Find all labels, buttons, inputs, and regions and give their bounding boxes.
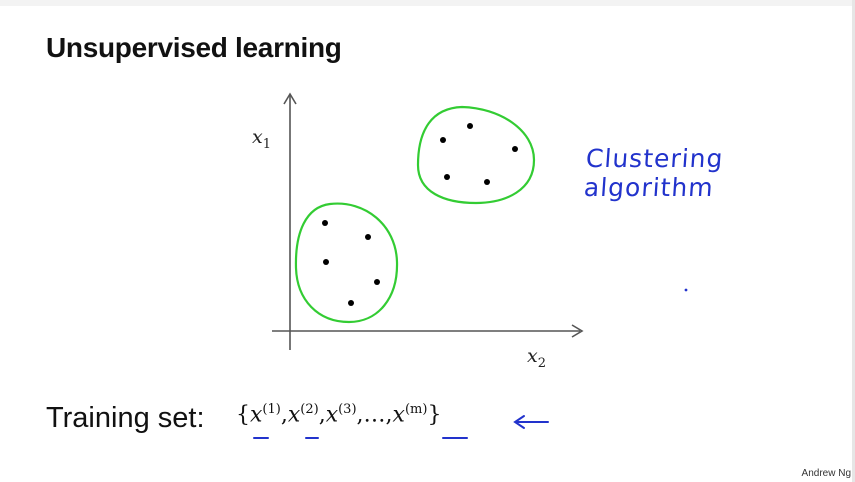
slide-title: Unsupervised learning bbox=[46, 32, 342, 63]
right-border bbox=[852, 0, 855, 482]
comma-2: , bbox=[318, 402, 326, 428]
comma-1: , bbox=[280, 402, 288, 428]
left-arrow-icon bbox=[513, 415, 549, 429]
cluster-outline-lower bbox=[294, 202, 399, 324]
data-point bbox=[467, 123, 473, 129]
data-point bbox=[512, 146, 518, 152]
x2-axis-label: x2 bbox=[527, 345, 546, 371]
x1-subscript: 1 bbox=[262, 136, 271, 152]
x-axis-arrowhead bbox=[571, 324, 584, 338]
x1-var: x bbox=[252, 126, 263, 148]
close-brace: } bbox=[427, 402, 442, 428]
var-xm: x bbox=[392, 402, 405, 428]
sup-m: (m) bbox=[404, 402, 428, 417]
ellipsis: … bbox=[363, 402, 386, 428]
x1-axis-label: x1 bbox=[252, 126, 271, 152]
training-set-expression: {x(1),x(2),x(3),…,x(m)} bbox=[236, 402, 441, 427]
data-points bbox=[322, 123, 518, 306]
data-point bbox=[348, 300, 354, 306]
pen-mark bbox=[684, 288, 688, 292]
clustering-annotation: Clustering algorithm bbox=[582, 144, 725, 202]
sup-1: (1) bbox=[262, 402, 281, 417]
cluster-outline-upper bbox=[416, 105, 536, 205]
author-credit: Andrew Ng bbox=[801, 468, 851, 479]
data-point bbox=[374, 279, 380, 285]
var-x3: x bbox=[325, 402, 339, 428]
x2-subscript: 2 bbox=[537, 355, 546, 371]
training-set-label: Training set: bbox=[46, 402, 205, 434]
data-point bbox=[484, 179, 490, 185]
x2-var: x bbox=[527, 345, 538, 367]
data-point bbox=[365, 234, 371, 240]
data-point bbox=[323, 259, 329, 265]
comma-4: , bbox=[385, 402, 393, 428]
comma-3: , bbox=[356, 402, 364, 428]
open-brace: { bbox=[236, 402, 250, 428]
sup-2: (2) bbox=[300, 402, 319, 417]
axes bbox=[272, 92, 584, 350]
var-x1: x bbox=[250, 402, 263, 428]
y-axis-arrowhead bbox=[283, 92, 297, 105]
data-point bbox=[322, 220, 328, 226]
sup-3: (3) bbox=[338, 402, 357, 417]
data-point bbox=[444, 174, 450, 180]
data-point bbox=[440, 137, 446, 143]
top-divider bbox=[0, 0, 855, 6]
var-x2: x bbox=[287, 402, 301, 428]
